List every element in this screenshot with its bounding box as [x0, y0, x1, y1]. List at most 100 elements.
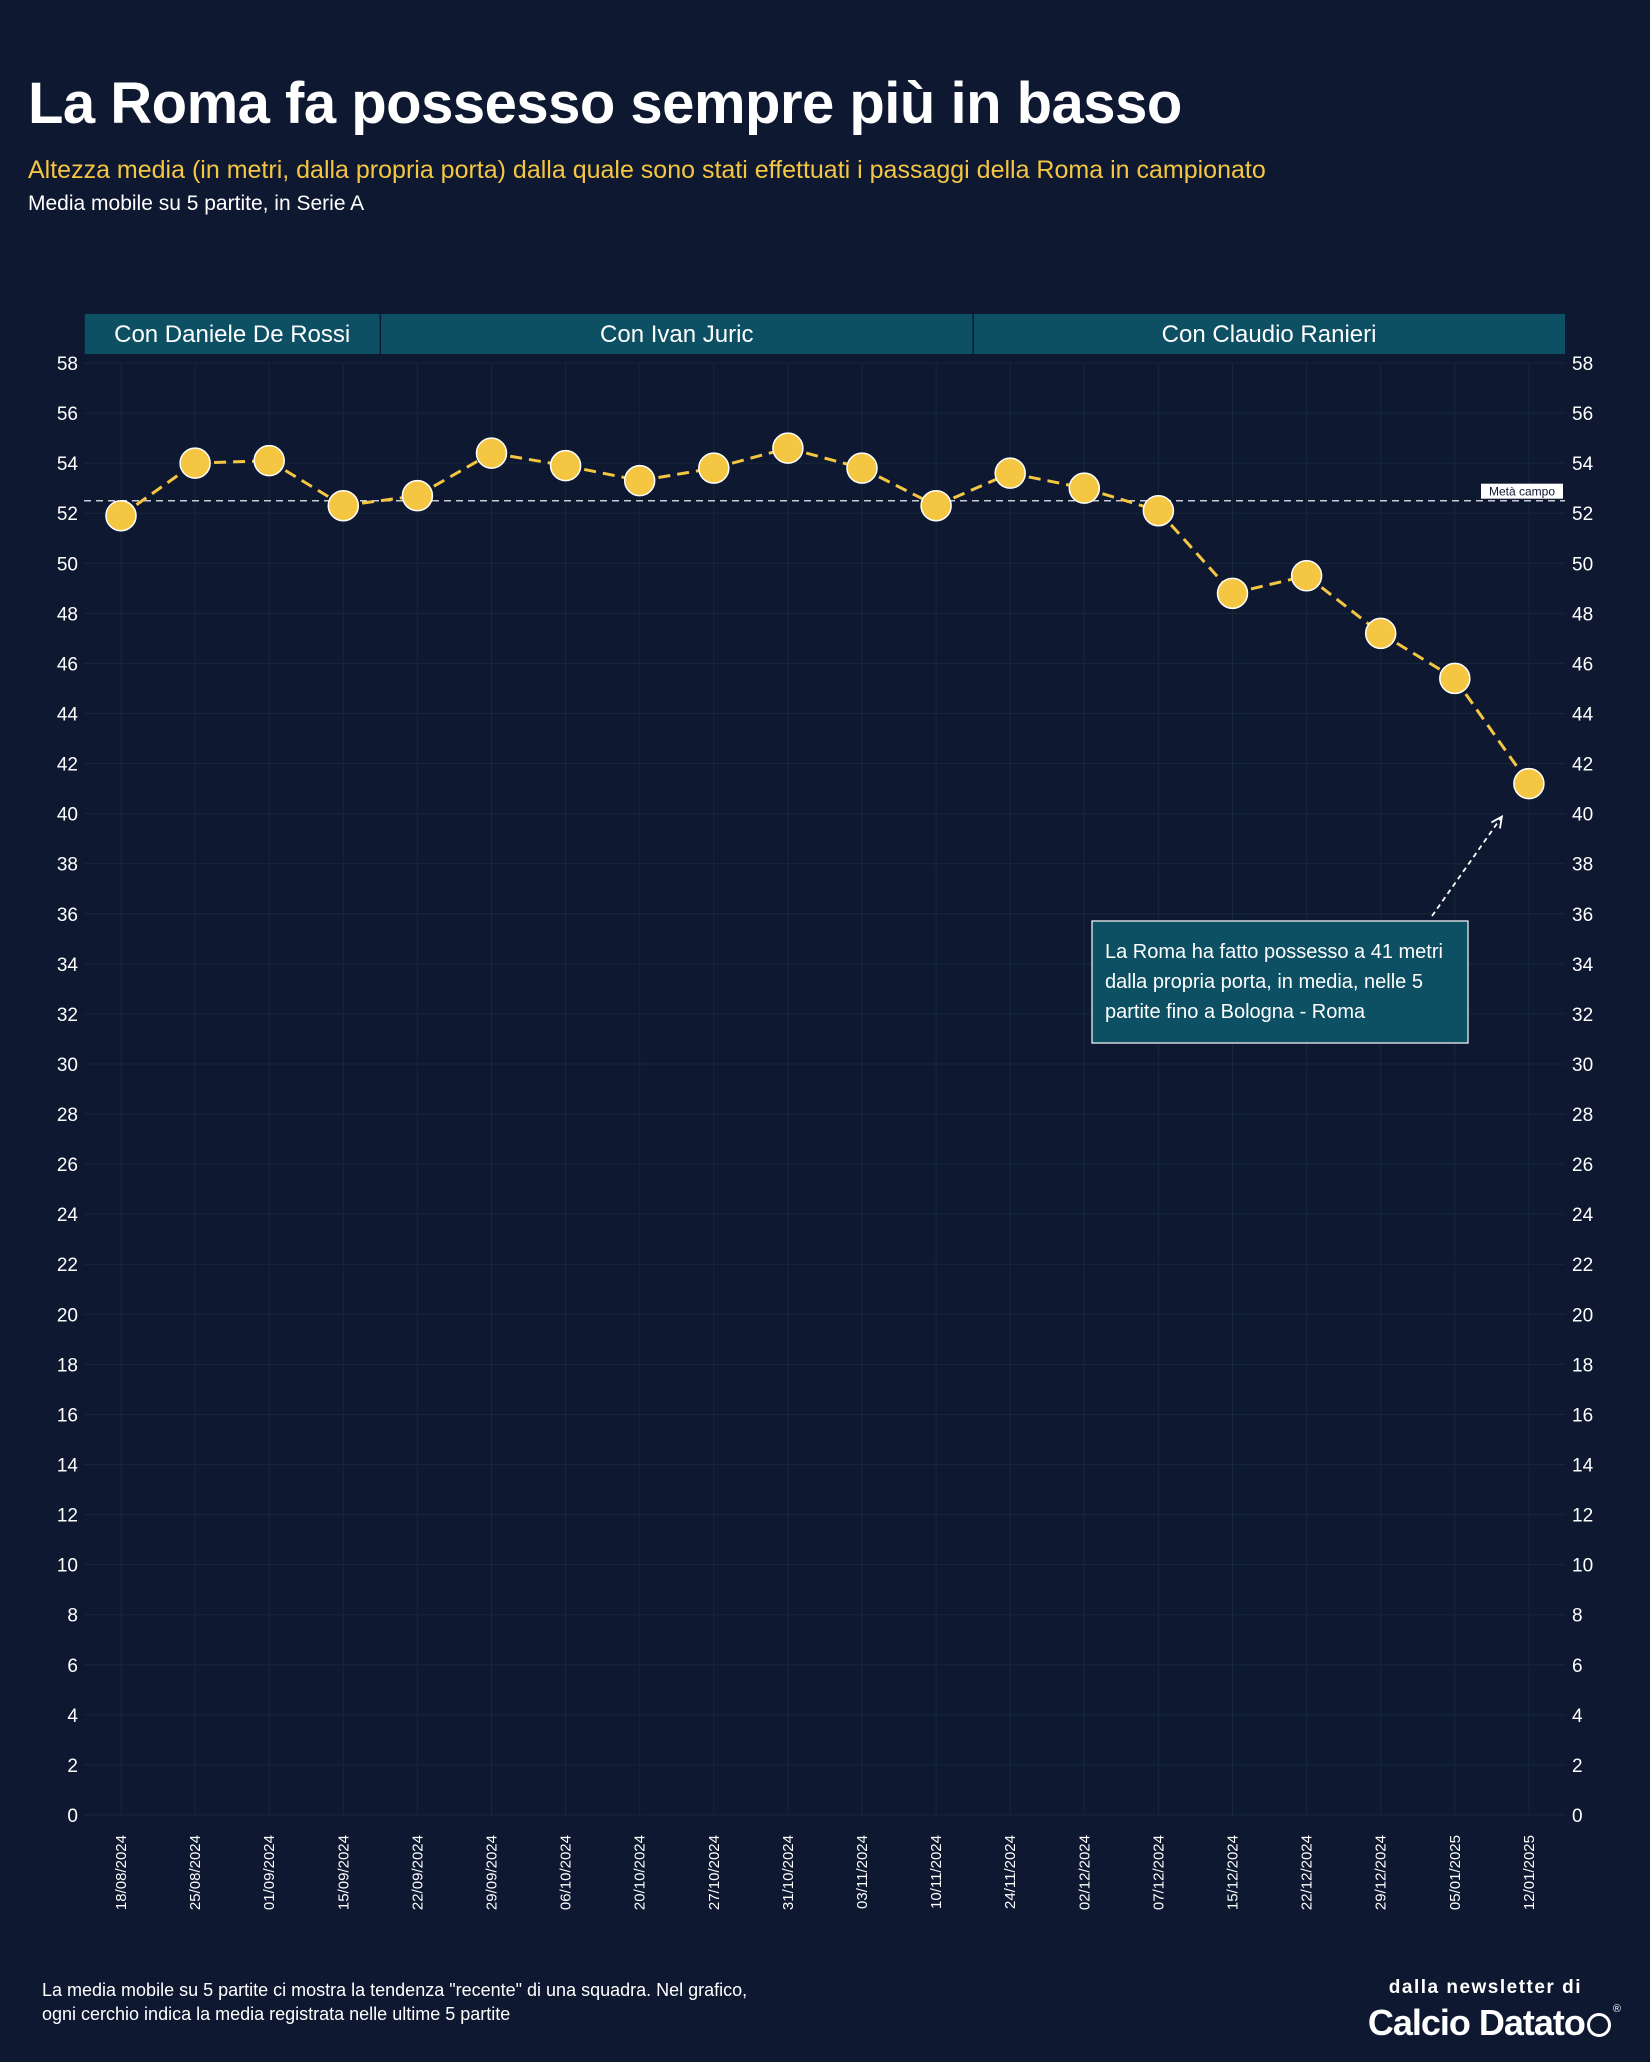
y-tick-label-left: 54: [57, 454, 79, 475]
y-tick-label-right: 0: [1572, 1806, 1583, 1827]
y-tick-label-left: 52: [57, 504, 78, 525]
footer-note: La media mobile su 5 partite ci mostra l…: [42, 1980, 748, 2024]
y-tick-label-right: 54: [1572, 454, 1594, 475]
x-tick-label: 01/09/2024: [261, 1835, 278, 1910]
period-label: Con Claudio Ranieri: [1162, 321, 1377, 348]
data-point: [105, 499, 137, 532]
data-point: [1439, 662, 1471, 695]
y-tick-label-left: 2: [67, 1756, 78, 1777]
y-tick-label-right: 14: [1572, 1456, 1594, 1477]
x-tick-label: 29/09/2024: [484, 1835, 501, 1910]
data-point: [179, 447, 211, 479]
data-point: [1216, 577, 1249, 610]
y-tick-label-left: 24: [57, 1205, 79, 1226]
data-point: [401, 479, 434, 512]
y-tick-label-right: 30: [1572, 1055, 1593, 1076]
x-tick-label: 20/10/2024: [632, 1835, 649, 1910]
y-tick-label-right: 28: [1572, 1105, 1593, 1126]
y-tick-label-left: 50: [57, 554, 78, 575]
y-tick-label-right: 38: [1572, 855, 1593, 876]
reference-label-bg: [1481, 483, 1563, 499]
y-tick-label-left: 48: [57, 604, 78, 625]
y-tick-label-right: 20: [1572, 1305, 1593, 1326]
y-tick-label-right: 18: [1572, 1355, 1593, 1376]
y-tick-label-right: 24: [1572, 1205, 1594, 1226]
x-tick-label: 02/12/2024: [1076, 1835, 1093, 1910]
y-tick-label-right: 42: [1572, 755, 1593, 776]
data-point: [920, 489, 952, 522]
y-tick-label-left: 8: [67, 1606, 78, 1627]
x-tick-label: 10/11/2024: [928, 1835, 945, 1909]
brand-tagline: dalla newsletter di: [1388, 1977, 1582, 1998]
x-tick-label: 05/01/2025: [1447, 1835, 1464, 1910]
series-segment: [1453, 677, 1531, 785]
data-point: [1142, 494, 1175, 527]
data-point: [475, 437, 508, 469]
data-point: [1364, 617, 1397, 650]
series-segment: [1379, 632, 1456, 680]
y-tick-label-left: 40: [57, 805, 78, 826]
x-tick-label: 31/10/2024: [780, 1835, 797, 1910]
period-label: Con Daniele De Rossi: [114, 321, 350, 348]
y-tick-label-left: 56: [57, 404, 78, 425]
x-tick-label: 25/08/2024: [187, 1835, 204, 1910]
annotation-text: La Roma ha fatto possesso a 41 metri: [1105, 941, 1443, 963]
y-tick-label-left: 42: [57, 755, 78, 776]
period-band: [973, 314, 1565, 354]
annotation-arrow: [1431, 816, 1503, 917]
data-point: [1068, 472, 1101, 504]
y-tick-label-right: 48: [1572, 604, 1593, 625]
series-segment: [120, 461, 196, 517]
chart-title: La Roma fa possesso sempre più in basso: [28, 71, 1182, 136]
y-tick-label-left: 36: [57, 905, 78, 926]
x-tick-label: 15/12/2024: [1225, 1835, 1242, 1910]
brand-name: Calcio Datato: [1367, 2002, 1586, 2043]
x-tick-label: 03/11/2024: [854, 1835, 871, 1909]
y-tick-label-right: 40: [1572, 805, 1593, 826]
y-tick-label-right: 34: [1572, 955, 1594, 976]
y-tick-label-left: 12: [57, 1506, 78, 1527]
y-tick-label-left: 22: [57, 1255, 78, 1276]
period-band: [84, 314, 381, 354]
data-point: [994, 457, 1026, 489]
y-tick-label-left: 26: [57, 1155, 78, 1176]
y-tick-label-left: 20: [57, 1305, 78, 1326]
y-tick-label-right: 16: [1572, 1405, 1593, 1426]
ball-icon: [1586, 2013, 1611, 2037]
chart-subtitle: Altezza media (in metri, dalla propria p…: [28, 156, 1266, 184]
y-tick-label-right: 12: [1572, 1506, 1593, 1527]
x-tick-label: 12/01/2025: [1521, 1835, 1538, 1910]
data-point: [772, 432, 804, 464]
y-tick-label-right: 50: [1572, 554, 1593, 575]
y-tick-label-right: 58: [1572, 354, 1593, 375]
y-tick-label-left: 18: [57, 1355, 78, 1376]
brand-logo: Calcio Datato ®: [1367, 2002, 1621, 2044]
y-tick-label-right: 32: [1572, 1005, 1593, 1026]
data-point: [1290, 560, 1323, 592]
chart-note: Media mobile su 5 partite, in Serie A: [28, 192, 365, 215]
y-tick-label-right: 6: [1572, 1656, 1583, 1677]
x-tick-label: 22/09/2024: [409, 1835, 426, 1910]
data-point: [549, 449, 582, 482]
data-point: [253, 444, 285, 477]
y-tick-label-left: 38: [57, 855, 78, 876]
x-tick-label: 07/12/2024: [1150, 1835, 1167, 1910]
y-tick-label-right: 10: [1572, 1556, 1593, 1577]
y-tick-label-left: 6: [67, 1656, 78, 1677]
y-tick-label-right: 2: [1572, 1756, 1583, 1777]
y-tick-label-left: 10: [57, 1556, 78, 1577]
y-tick-label-right: 4: [1572, 1706, 1583, 1727]
data-point: [623, 464, 656, 497]
y-tick-label-right: 22: [1572, 1255, 1593, 1276]
series-segment: [861, 466, 937, 508]
y-tick-label-left: 44: [57, 704, 79, 725]
y-tick-label-right: 56: [1572, 404, 1593, 425]
annotation-text: dalla propria porta, in media, nelle 5: [1105, 971, 1423, 993]
y-tick-label-right: 26: [1572, 1155, 1593, 1176]
data-point: [846, 452, 878, 484]
y-tick-label-right: 52: [1572, 504, 1593, 525]
x-tick-label: 15/09/2024: [335, 1835, 352, 1910]
annotation-text: partite fino a Bologna - Roma: [1105, 1001, 1366, 1023]
y-tick-label-right: 44: [1572, 704, 1594, 725]
